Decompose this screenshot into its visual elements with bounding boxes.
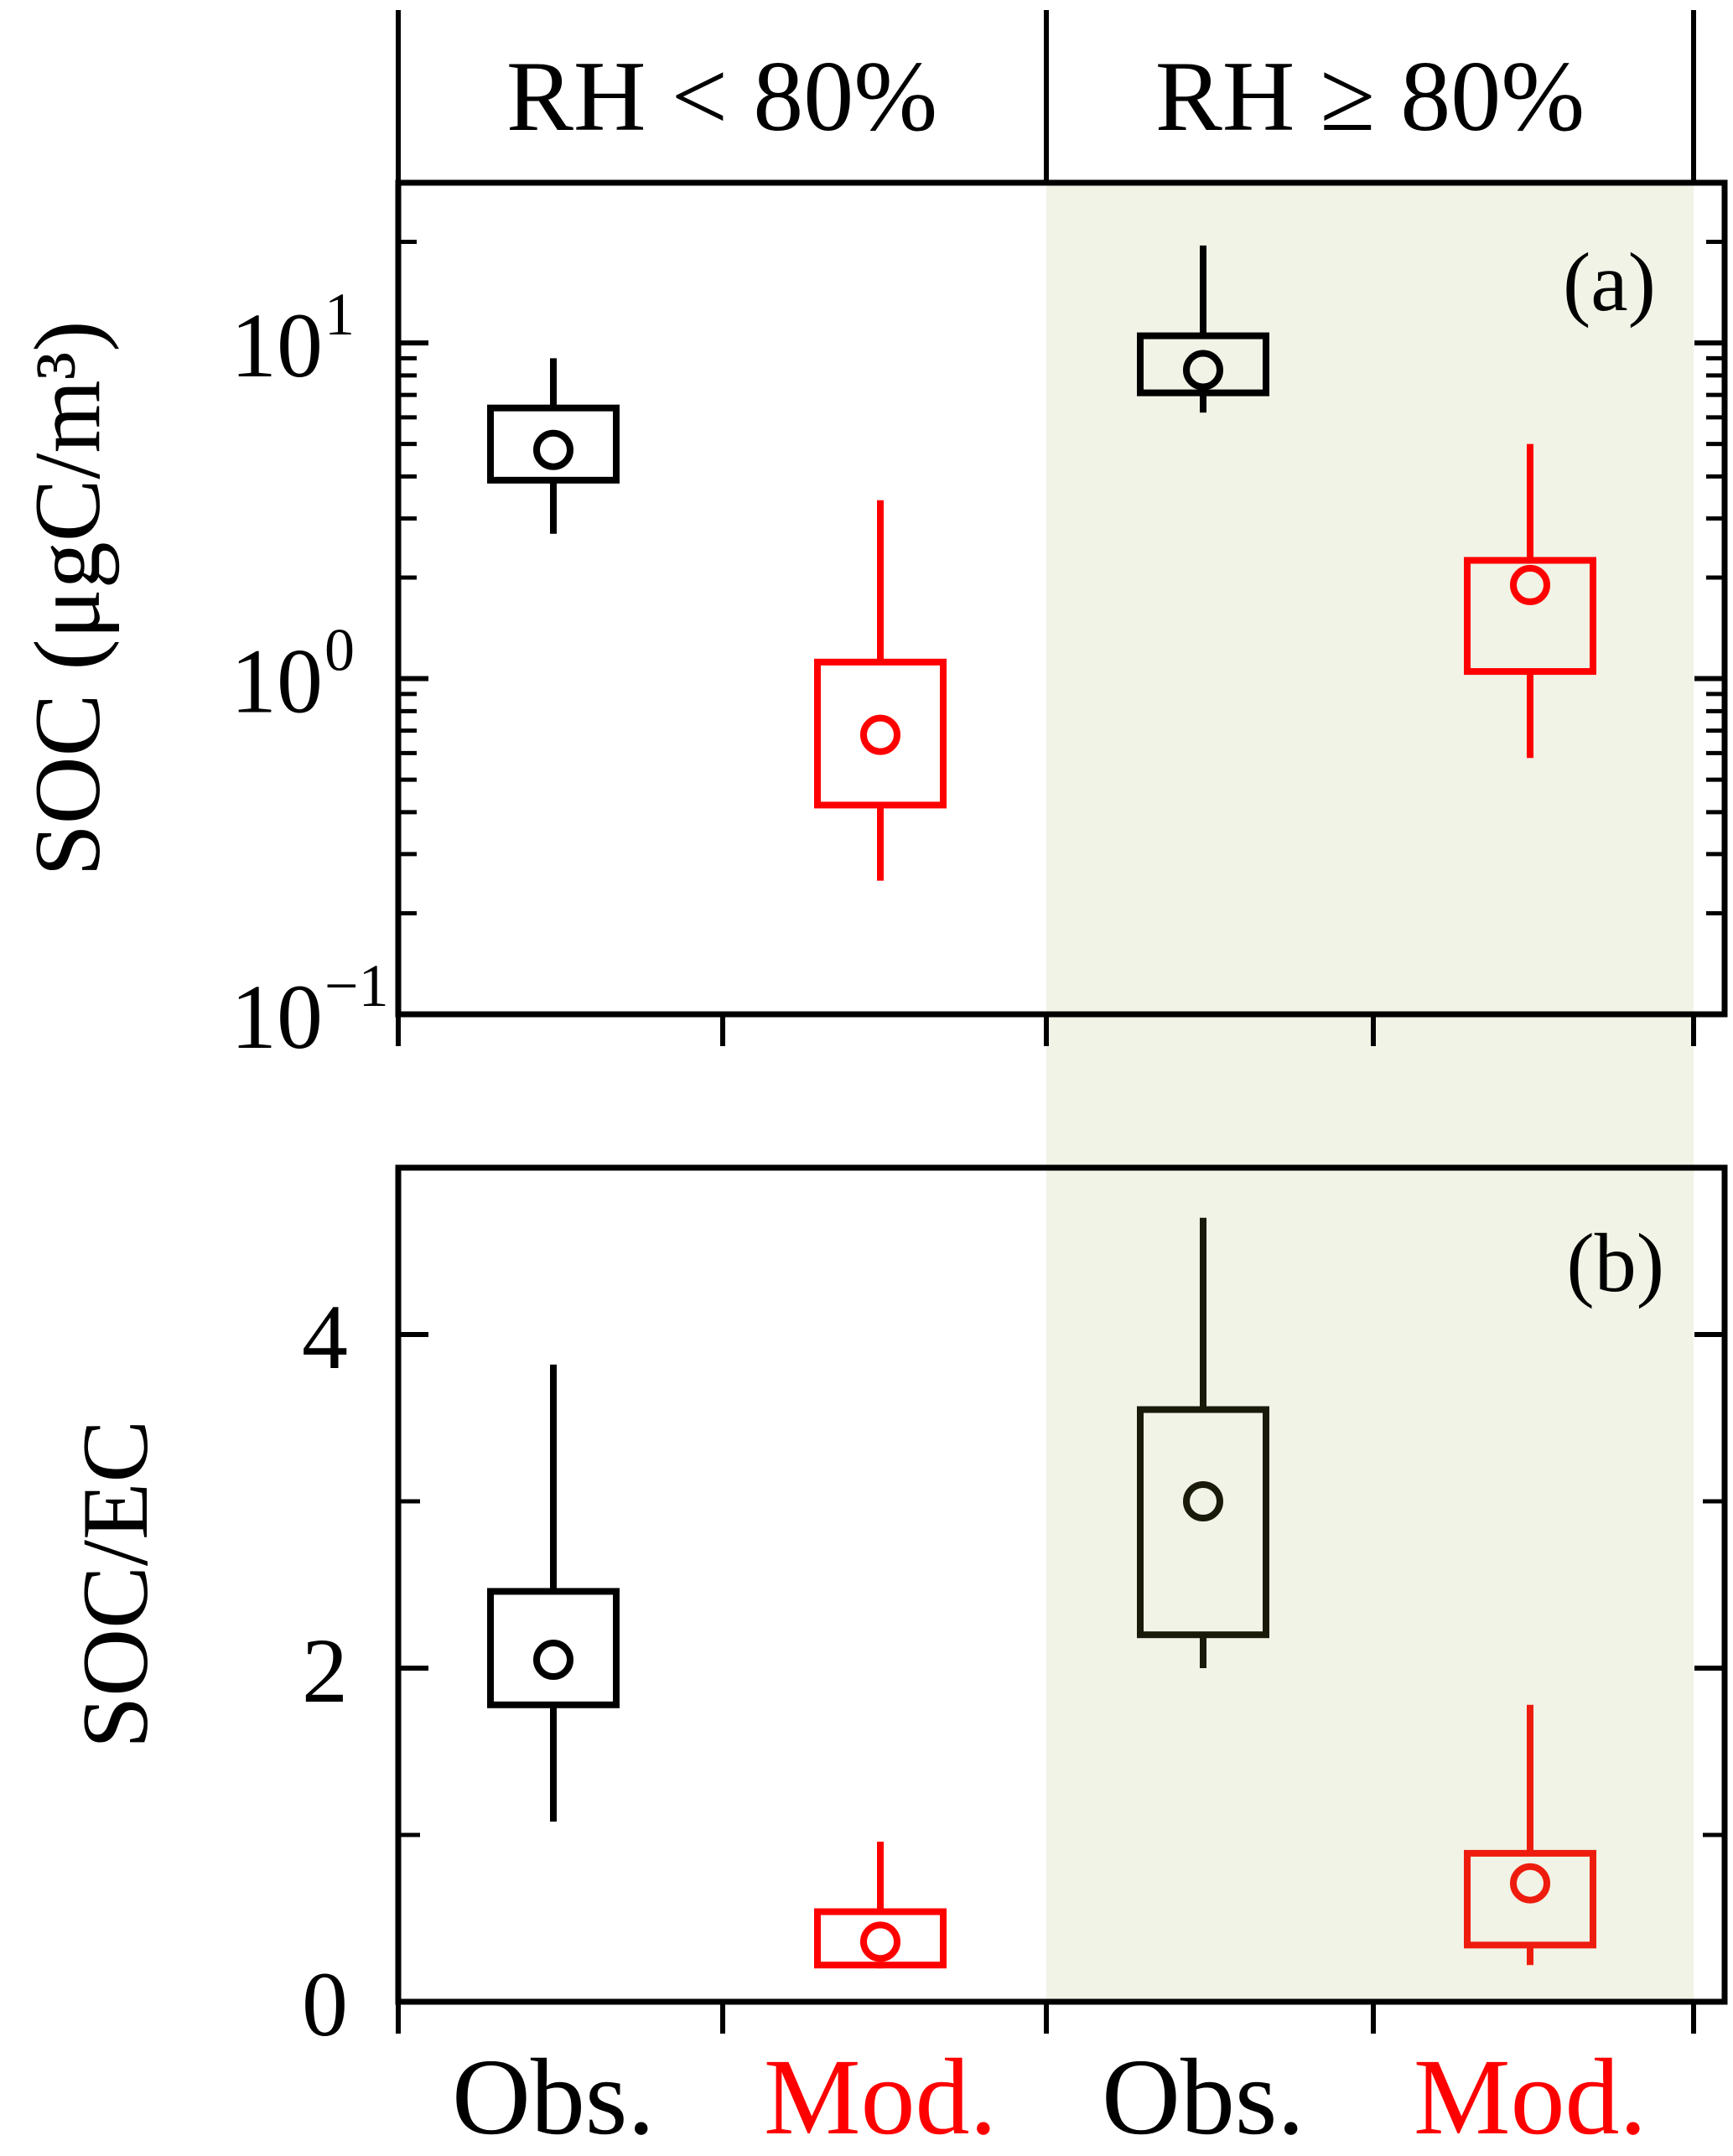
x-label-3: Obs. bbox=[1102, 2037, 1305, 2156]
box-iqr bbox=[1464, 1849, 1596, 1949]
box-b-2 bbox=[814, 1841, 947, 1969]
panel-a-frame bbox=[395, 179, 1728, 1018]
panel-a-boxes bbox=[487, 245, 1596, 881]
box-iqr bbox=[1464, 557, 1596, 676]
panel-b-label: (b) bbox=[1566, 1216, 1664, 1309]
median-marker bbox=[860, 714, 900, 755]
ytick-label: 10 bbox=[231, 630, 323, 733]
median-marker bbox=[533, 429, 573, 470]
box-b-4 bbox=[1464, 1704, 1596, 1966]
box-iqr bbox=[1137, 1406, 1269, 1639]
panel-b-boxes bbox=[487, 1217, 1596, 1969]
box-b-1 bbox=[487, 1364, 620, 1822]
median-marker bbox=[1183, 1481, 1223, 1521]
panel-a-label: (a) bbox=[1563, 236, 1656, 329]
panel-b-ylabel: SOC/EC bbox=[64, 1420, 168, 1749]
box-a-2 bbox=[814, 500, 947, 881]
ytick-label-exponent: 0 bbox=[324, 617, 355, 684]
panel-a-xticks bbox=[396, 1014, 1696, 1046]
box-a-1 bbox=[487, 358, 620, 534]
ytick-label-exponent: 1 bbox=[324, 281, 355, 348]
condition-label-high-rh: RH ≥ 80% bbox=[1155, 40, 1585, 152]
box-iqr bbox=[814, 658, 947, 809]
x-label-1: Obs. bbox=[452, 2037, 655, 2156]
median-marker bbox=[1510, 564, 1550, 605]
panel-b-yticks: 0 2 4 bbox=[302, 1165, 1725, 2055]
median-marker bbox=[533, 1640, 573, 1681]
ytick-label: 4 bbox=[302, 1286, 348, 1388]
high-rh-shading bbox=[1046, 183, 1694, 2002]
panel-b-frame bbox=[395, 1164, 1728, 2005]
condition-label-low-rh: RH < 80% bbox=[506, 40, 937, 152]
x-axis-labels: Obs. Mod. Obs. Mod. bbox=[452, 2037, 1647, 2156]
box-b-3 bbox=[1137, 1217, 1269, 1668]
box-iqr bbox=[487, 404, 620, 484]
x-label-2: Mod. bbox=[764, 2037, 997, 2156]
ytick-label: 10 bbox=[231, 966, 323, 1068]
median-marker bbox=[860, 1921, 900, 1962]
ytick-label: 0 bbox=[302, 1953, 348, 2055]
box-a-3 bbox=[1137, 245, 1269, 413]
box-iqr bbox=[1137, 332, 1269, 396]
ytick-label: 2 bbox=[302, 1620, 348, 1722]
median-marker bbox=[1510, 1863, 1550, 1904]
ytick-label-exponent: −1 bbox=[324, 952, 389, 1019]
box-iqr bbox=[487, 1588, 620, 1708]
panel-a-ylabel: SOC (μgC/m³) bbox=[16, 320, 120, 876]
panel-b: (b) SOC/EC 0 2 4 bbox=[64, 1164, 1728, 2055]
box-iqr bbox=[814, 1908, 947, 1969]
median-marker bbox=[1183, 350, 1223, 391]
box-a-4 bbox=[1464, 443, 1596, 759]
ytick-label: 10 bbox=[231, 294, 323, 396]
condition-header: RH < 80% RH ≥ 80% bbox=[396, 10, 1696, 180]
x-label-4: Mod. bbox=[1414, 2037, 1647, 2156]
panel-b-xticks bbox=[396, 2002, 1696, 2034]
